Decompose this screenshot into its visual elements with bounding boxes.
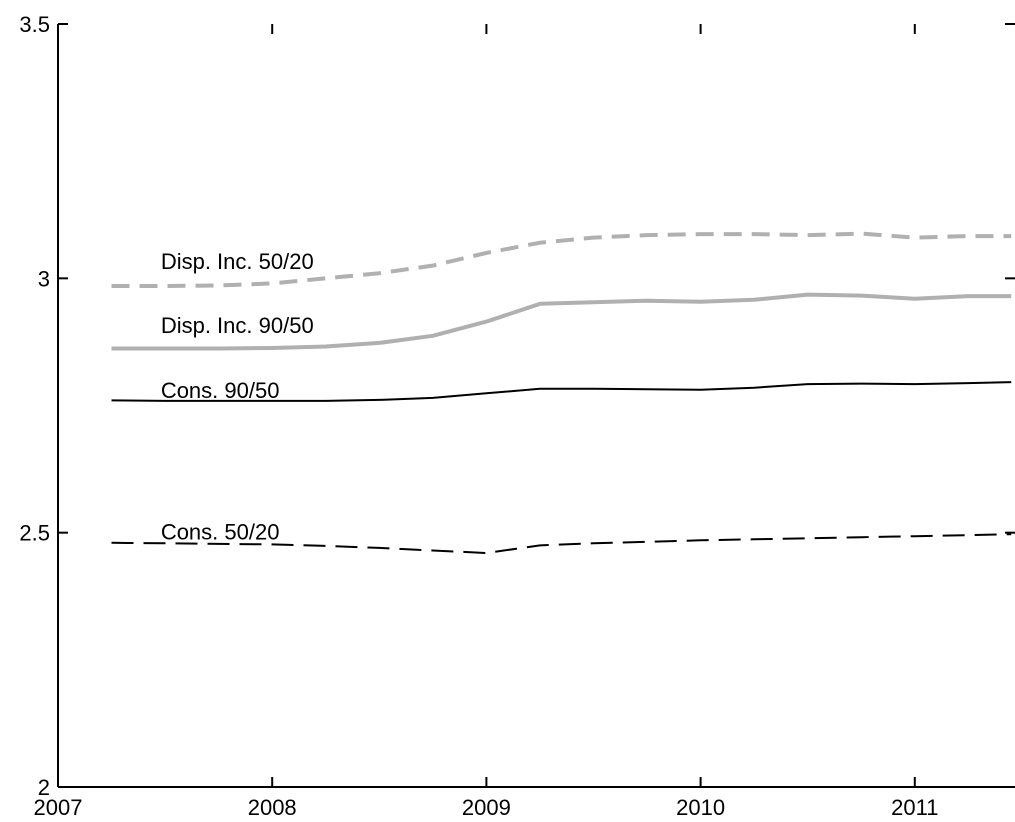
series-line-0 <box>111 231 1012 288</box>
x-tick-label: 2008 <box>248 795 297 820</box>
series-label: Cons. 90/50 <box>161 378 280 403</box>
y-tick-label: 2 <box>38 775 50 800</box>
x-tick-label: 2007 <box>34 795 83 820</box>
series-label: Disp. Inc. 90/50 <box>161 313 314 338</box>
y-tick-label: 2.5 <box>19 521 50 546</box>
y-tick-label: 3 <box>38 266 50 291</box>
label-layer: 2007 2008 2009 2010 2011 2 2.5 3 3.5 Disp. Inc. 5… <box>19 12 938 820</box>
x-tick-label: 2010 <box>676 795 725 820</box>
series-layer <box>111 231 1012 554</box>
axes-layer <box>57 23 1015 788</box>
series-line-2 <box>111 381 1012 402</box>
series-label: Cons. 50/20 <box>161 519 280 544</box>
y-tick-label: 3.5 <box>19 12 50 37</box>
series-line-1 <box>111 292 1012 351</box>
series-label: Disp. Inc. 50/20 <box>161 249 314 274</box>
x-tick-label: 2011 <box>891 795 938 820</box>
series-line-3 <box>111 533 1012 554</box>
x-tick-label: 2009 <box>462 795 511 820</box>
